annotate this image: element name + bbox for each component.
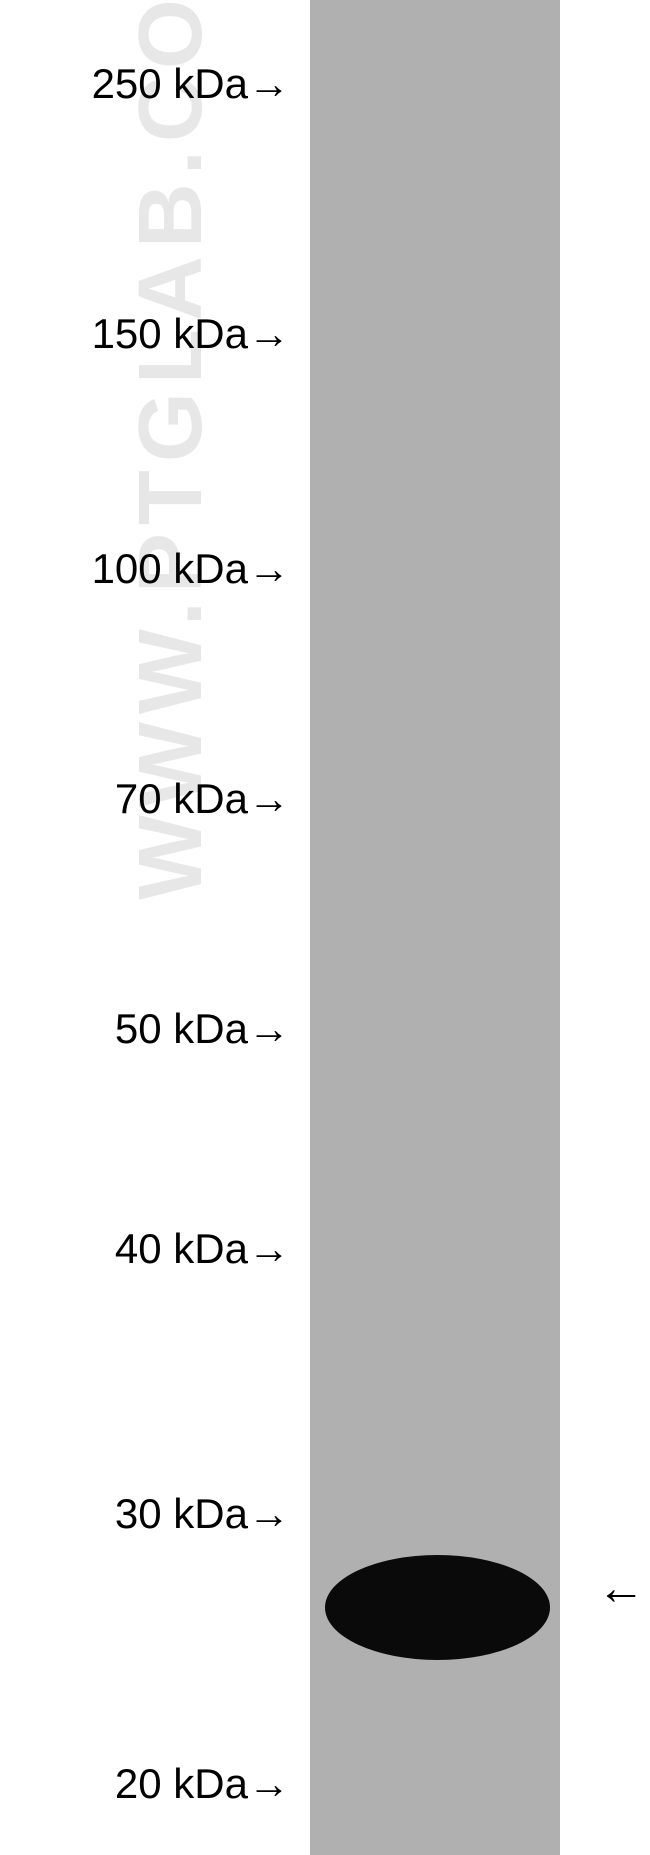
- marker-150: 150 kDa→: [10, 310, 290, 358]
- protein-band: [325, 1555, 550, 1660]
- western-blot-figure: WWW.PTGLAB.COM 250 kDa→ 150 kDa→ 100 kDa…: [0, 0, 650, 1855]
- marker-70: 70 kDa→: [10, 775, 290, 823]
- watermark-text: WWW.PTGLAB.COM: [120, 0, 223, 900]
- marker-250: 250 kDa→: [10, 60, 290, 108]
- band-arrow-icon: ←: [597, 1565, 645, 1613]
- marker-40: 40 kDa→: [10, 1225, 290, 1273]
- marker-50: 50 kDa→: [10, 1005, 290, 1053]
- blot-lane: [310, 0, 560, 1855]
- marker-20: 20 kDa→: [10, 1760, 290, 1808]
- marker-30: 30 kDa→: [10, 1490, 290, 1538]
- marker-100: 100 kDa→: [10, 545, 290, 593]
